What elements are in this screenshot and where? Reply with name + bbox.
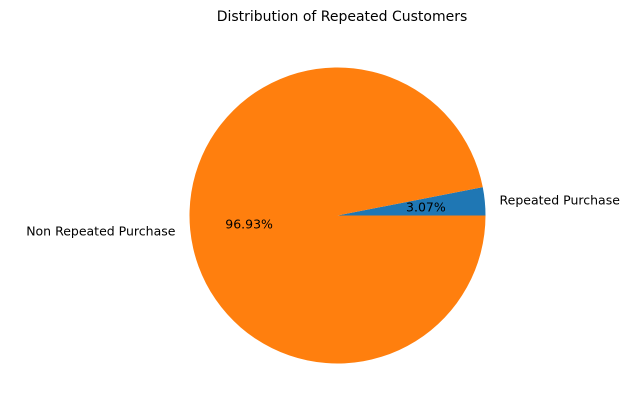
chart-title: Distribution of Repeated Customers (217, 9, 468, 25)
slice-label-repeated-purchase: Repeated Purchase (500, 192, 621, 207)
pie-slice-repeated-purchase (337, 187, 486, 216)
pie-slices (189, 67, 486, 364)
slice-pct-non-repeated-purchase: 96.93% (225, 217, 273, 232)
pie-labels: Repeated Purchase 3.07% Non Repeated Purch… (26, 192, 620, 238)
slice-label-non-repeated-purchase: Non Repeated Purchase (26, 224, 176, 239)
slice-pct-repeated-purchase: 3.07% (406, 199, 446, 214)
pie-slice-non-repeated-purchase (189, 67, 486, 364)
